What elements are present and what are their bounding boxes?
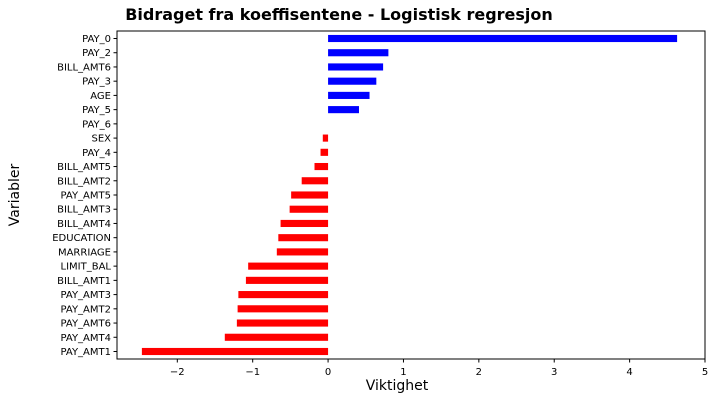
x-axis-ticks: −2 −1 0 1 2 3 4 5	[170, 359, 708, 378]
bar-pay-4	[320, 148, 329, 156]
x-tick-label: 1	[400, 367, 406, 378]
bar-sex	[322, 134, 329, 142]
y-tick-label-pay-amt5: PAY_AMT5	[60, 191, 111, 202]
x-tick-label: 3	[551, 367, 557, 378]
y-tick-label-pay-6: PAY_6	[82, 119, 111, 130]
x-tick-label: 4	[626, 367, 632, 378]
bar-pay-amt3	[238, 291, 329, 299]
bar-bill-amt5	[314, 162, 329, 171]
bar-pay-amt6	[236, 319, 329, 327]
x-axis-label: Viktighet	[366, 378, 429, 394]
y-axis-ticks: PAY_0 PAY_2 BILL_AMT6 PAY_3 AGE PAY_5 PAY_6 SEX…	[52, 34, 117, 358]
x-tick-label: 2	[476, 367, 482, 378]
bar-pay-0	[328, 34, 678, 43]
y-tick-label-bill-amt3: BILL_AMT3	[57, 205, 111, 216]
plot-area-frame	[116, 30, 706, 360]
chart-title: Bidraget fra koeffisentene - Logistisk r…	[125, 5, 553, 24]
y-tick-label-pay-amt4: PAY_AMT4	[60, 333, 111, 344]
y-tick-label-age: AGE	[90, 91, 111, 102]
y-tick-label-education: EDUCATION	[52, 233, 111, 244]
y-tick-label-pay-amt3: PAY_AMT3	[60, 290, 111, 301]
bar-bill-amt4	[280, 219, 329, 228]
bar-age	[328, 91, 370, 99]
x-tick-label: −2	[170, 367, 185, 378]
y-tick-label-pay-5: PAY_5	[82, 105, 111, 116]
bar-education	[278, 234, 329, 242]
bar-pay-2	[328, 49, 389, 57]
x-tick-label: 5	[702, 367, 708, 378]
x-tick-label: −1	[245, 367, 260, 378]
y-tick-label-pay-amt1: PAY_AMT1	[60, 347, 111, 358]
y-tick-label-bill-amt5: BILL_AMT5	[57, 162, 111, 173]
bar-pay-amt1	[141, 347, 329, 356]
bar-pay-amt4	[224, 333, 329, 341]
y-tick-label-pay-4: PAY_4	[82, 148, 111, 159]
x-tick-label: 0	[325, 367, 331, 378]
bar-marriage	[276, 248, 329, 256]
y-tick-label-sex: SEX	[91, 134, 111, 145]
bar-bill-amt2	[301, 177, 329, 185]
y-tick-label-bill-amt2: BILL_AMT2	[57, 176, 111, 187]
bar-limit-bal	[248, 262, 329, 270]
y-axis-label: Variabler	[7, 164, 23, 227]
y-tick-label-bill-amt6: BILL_AMT6	[57, 62, 111, 73]
y-tick-label-pay-amt6: PAY_AMT6	[60, 319, 111, 330]
bar-bill-amt6	[328, 63, 384, 71]
y-tick-label-pay-2: PAY_2	[82, 48, 111, 59]
bar-pay-amt2	[237, 305, 329, 313]
y-tick-label-bill-amt1: BILL_AMT1	[57, 276, 111, 287]
bar-bill-amt1	[245, 276, 329, 284]
y-tick-label-limit-bal: LIMIT_BAL	[61, 262, 112, 273]
bars-group	[141, 34, 678, 356]
y-tick-label-bill-amt4: BILL_AMT4	[57, 219, 111, 230]
bar-pay-5	[328, 106, 359, 114]
y-tick-label-pay-amt2: PAY_AMT2	[60, 304, 111, 315]
bar-bill-amt3	[289, 205, 329, 213]
bar-pay-3	[328, 77, 377, 85]
bar-pay-amt5	[291, 191, 329, 199]
y-tick-label-pay-0: PAY_0	[82, 34, 111, 45]
y-tick-label-marriage: MARRIAGE	[58, 247, 111, 258]
y-tick-label-pay-3: PAY_3	[82, 77, 111, 88]
